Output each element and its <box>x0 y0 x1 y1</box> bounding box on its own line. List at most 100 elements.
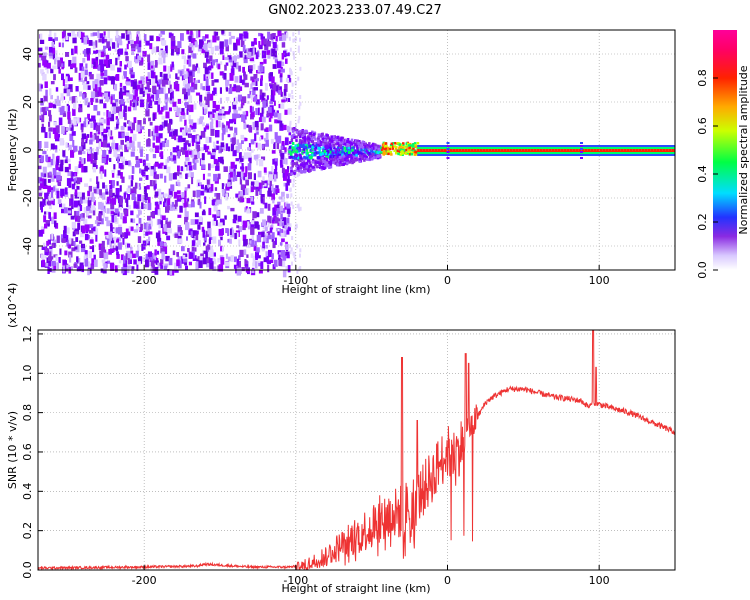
noise-cell <box>135 182 138 189</box>
noise-cell <box>161 50 166 58</box>
noise-cell <box>265 245 269 249</box>
signal-cell <box>354 150 357 154</box>
noise-cell <box>210 46 214 55</box>
noise-cell <box>191 45 195 51</box>
signal-cell <box>293 162 297 165</box>
noise-cell <box>182 88 187 95</box>
noise-cell <box>176 197 182 202</box>
signal-cell <box>332 135 335 139</box>
noise-cell <box>90 263 95 270</box>
noise-cell <box>98 92 103 97</box>
noise-cell <box>107 59 111 68</box>
noise-cell <box>239 33 243 40</box>
noise-cell <box>67 210 72 214</box>
noise-cell <box>169 269 173 275</box>
noise-cell <box>140 76 145 85</box>
noise-cell <box>214 145 217 151</box>
noise-cell <box>243 57 248 64</box>
signal-cell <box>311 167 314 171</box>
signal-cell <box>319 146 322 150</box>
noise-cell <box>171 61 174 68</box>
signal-cell <box>311 153 314 157</box>
signal-cell <box>291 162 295 166</box>
noise-cell <box>84 258 88 267</box>
signal-cell <box>342 161 346 165</box>
noise-cell <box>49 217 53 222</box>
noise-cell <box>223 111 226 117</box>
noise-cell <box>280 250 285 258</box>
noise-cell <box>230 35 235 39</box>
noise-cell <box>256 131 259 135</box>
noise-cell <box>281 238 285 243</box>
noise-cell <box>257 182 262 189</box>
noise-cell <box>109 136 114 140</box>
noise-cell <box>109 157 112 162</box>
signal-cell <box>356 139 359 143</box>
noise-cell <box>81 225 86 234</box>
noise-cell <box>91 192 95 199</box>
noise-cell <box>252 211 257 219</box>
signal-cell <box>350 158 354 162</box>
noise-cell <box>298 172 301 177</box>
noise-cell <box>189 75 193 83</box>
noise-cell <box>157 188 162 196</box>
noise-cell <box>234 127 238 136</box>
noise-cell <box>260 78 263 86</box>
noise-cell <box>265 238 269 244</box>
noise-cell <box>80 232 84 238</box>
signal-cell <box>291 159 295 163</box>
noise-cell <box>87 85 91 90</box>
noise-cell <box>89 118 93 122</box>
noise-cell <box>131 146 136 151</box>
noise-cell <box>247 152 252 158</box>
signal-cell <box>415 145 418 148</box>
noise-cell <box>168 99 174 103</box>
noise-cell <box>292 183 295 188</box>
noise-cell <box>44 66 49 70</box>
noise-cell <box>271 76 275 84</box>
noise-cell <box>66 178 72 186</box>
noise-cell <box>79 213 83 220</box>
y-tick-label: 0 <box>21 147 34 154</box>
signal-cell <box>293 172 296 176</box>
noise-cell <box>220 156 224 164</box>
noise-cell <box>63 88 68 94</box>
noise-cell <box>249 196 253 204</box>
noise-cell <box>117 170 121 176</box>
noise-cell <box>229 126 233 131</box>
noise-cell <box>83 199 88 204</box>
noise-cell <box>261 156 266 161</box>
noise-cell <box>269 101 273 105</box>
noise-cell <box>203 242 206 246</box>
signal-cell <box>387 152 390 156</box>
noise-cell <box>160 214 163 220</box>
noise-cell <box>74 45 78 54</box>
noise-cell <box>219 87 222 94</box>
noise-cell <box>169 204 173 211</box>
signal-cell <box>295 161 299 165</box>
noise-cell <box>105 216 109 221</box>
signal-cell <box>316 161 320 165</box>
signal-cell <box>344 149 347 153</box>
signal-cell <box>368 142 371 146</box>
noise-cell <box>188 95 193 103</box>
noise-cell <box>177 98 182 104</box>
noise-cell <box>252 82 256 86</box>
signal-cell <box>389 146 393 149</box>
noise-cell <box>157 104 160 113</box>
noise-cell <box>91 153 95 160</box>
noise-cell <box>86 210 90 216</box>
noise-cell <box>203 74 206 81</box>
carrier-line <box>417 145 675 147</box>
noise-cell <box>261 38 264 46</box>
noise-cell <box>201 153 205 161</box>
noise-cell <box>281 141 285 145</box>
noise-cell <box>40 155 44 163</box>
x-tick-label: -100 <box>283 274 308 287</box>
noise-cell <box>93 188 97 194</box>
noise-cell <box>189 150 192 155</box>
signal-cell <box>288 155 291 159</box>
signal-cell <box>391 147 395 150</box>
noise-cell <box>68 84 73 89</box>
noise-cell <box>185 216 189 220</box>
